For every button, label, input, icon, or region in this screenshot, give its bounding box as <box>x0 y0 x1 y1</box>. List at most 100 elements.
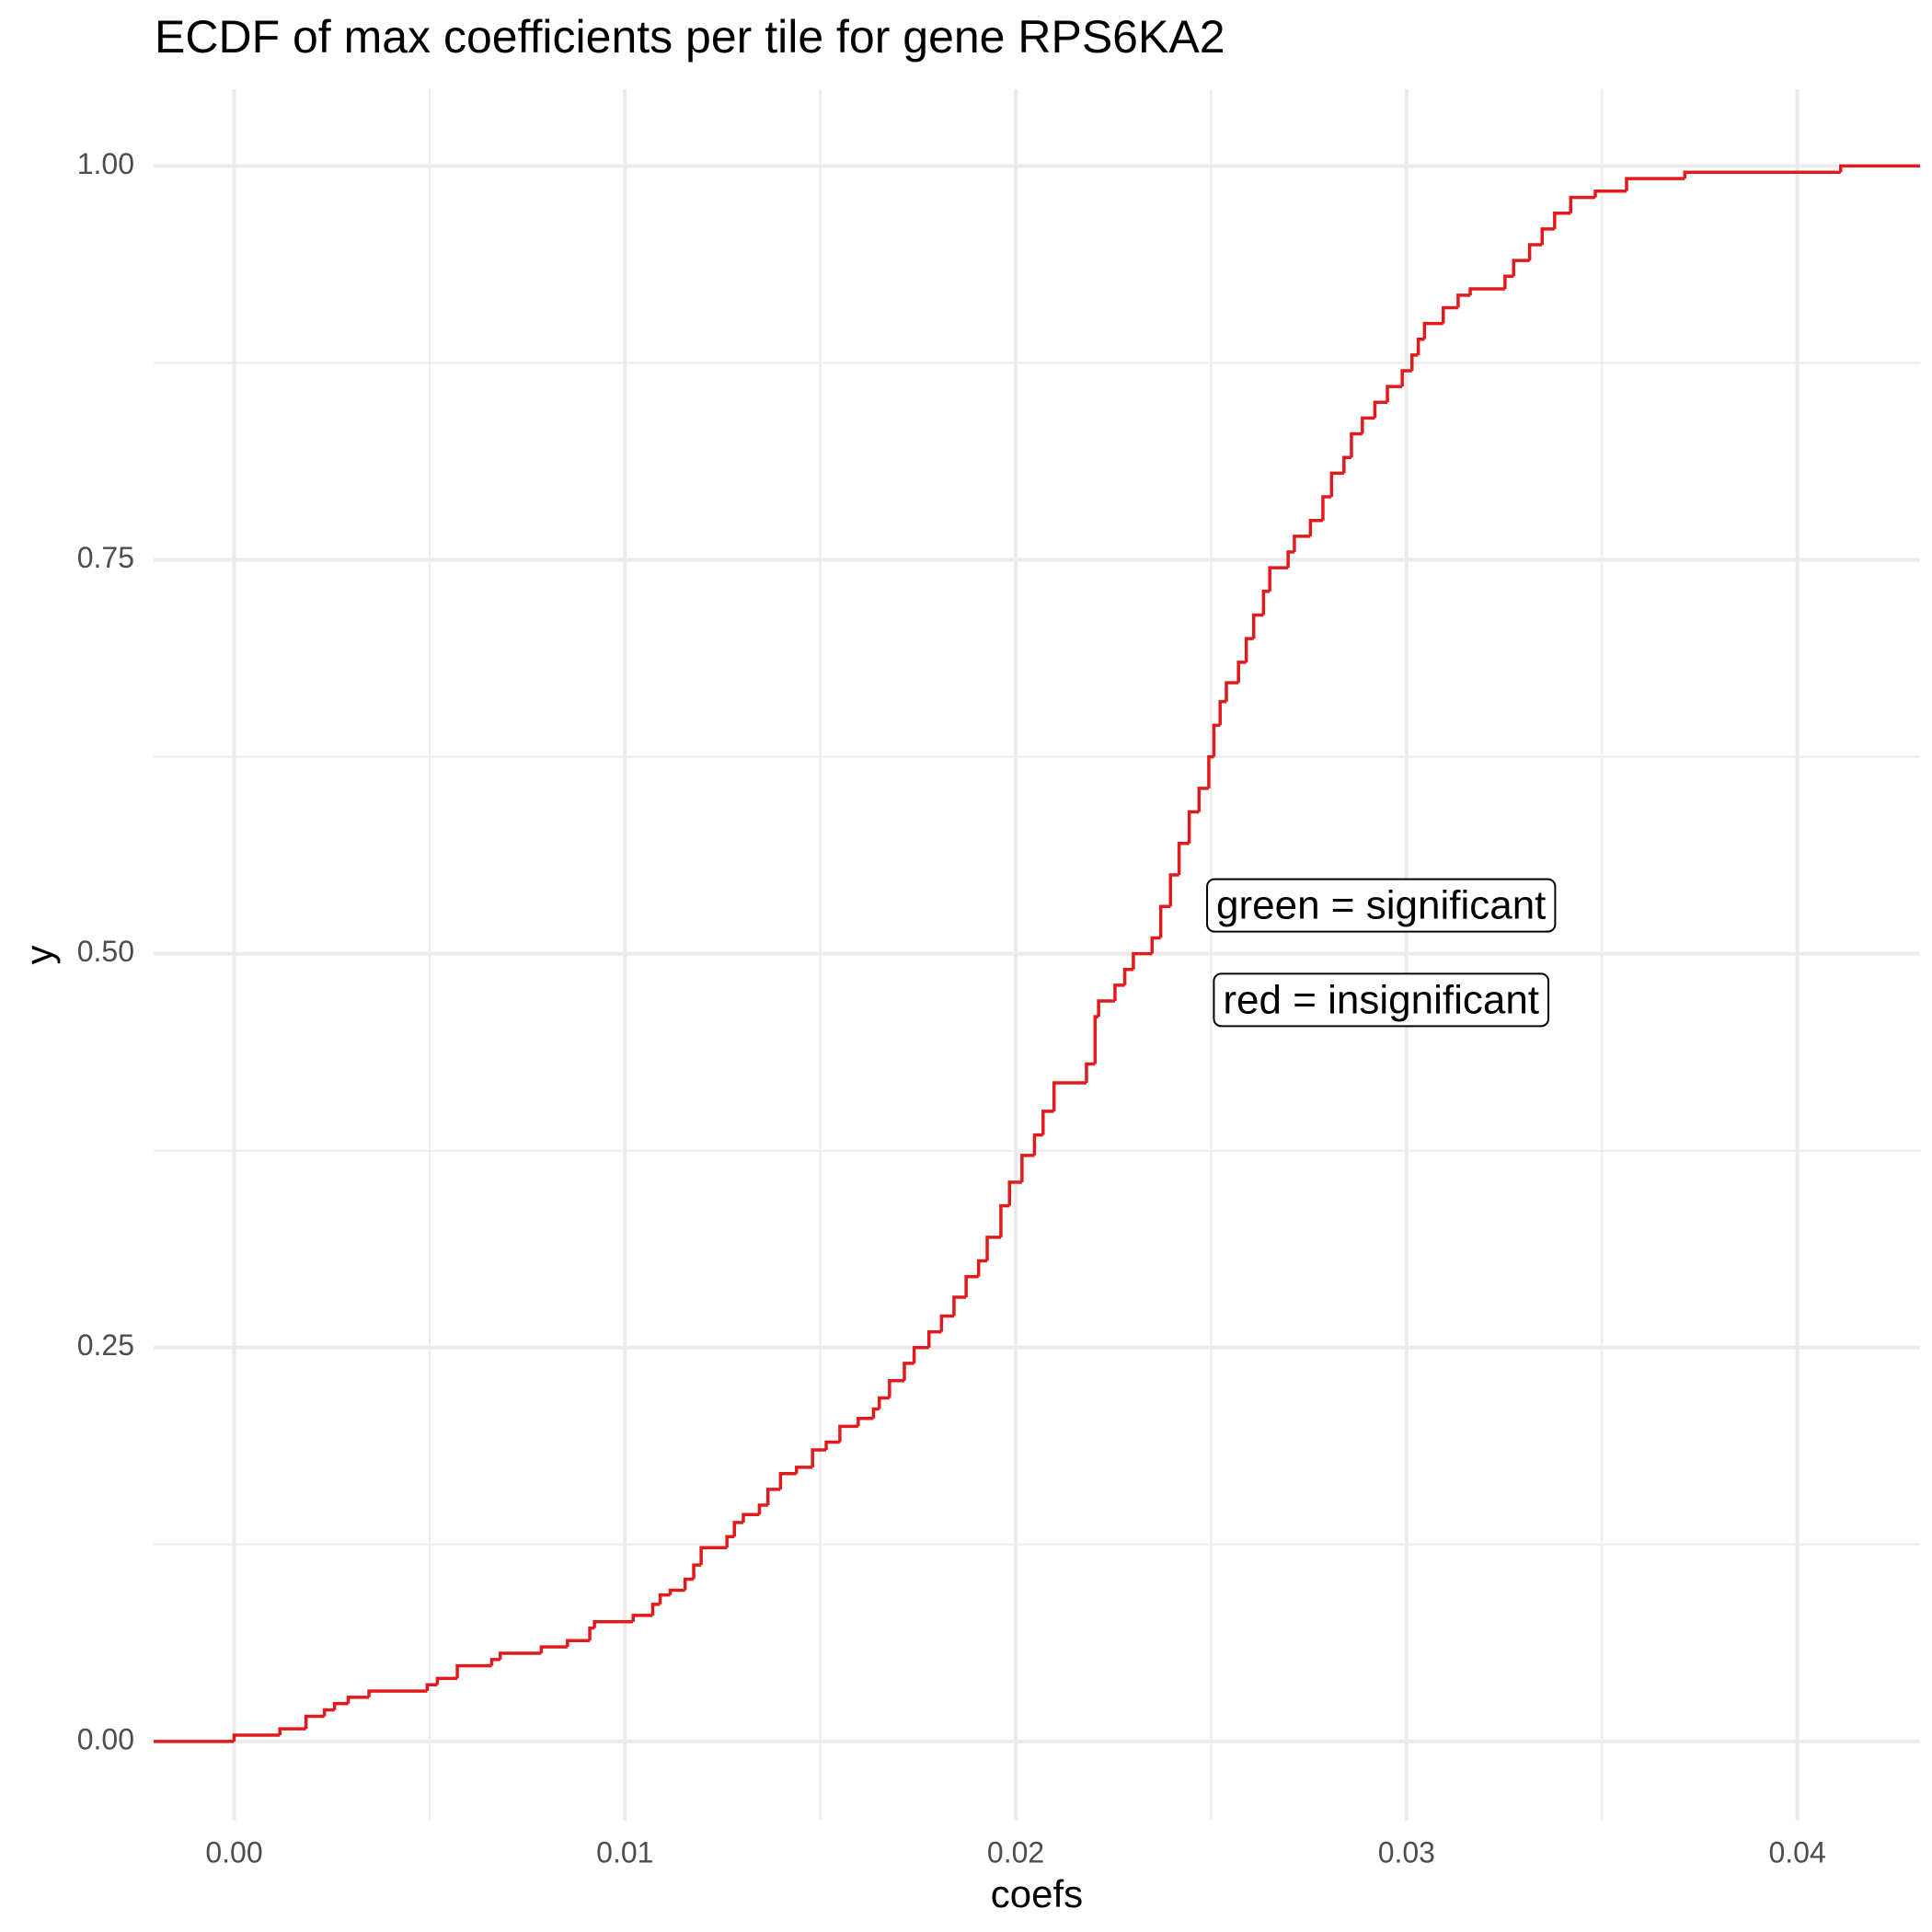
ecdf-step <box>1293 535 1311 552</box>
ecdf-step <box>435 1676 458 1685</box>
ecdf-step <box>1361 416 1375 434</box>
ecdf-step <box>952 1295 967 1317</box>
ecdf-step <box>1252 613 1264 639</box>
ecdf-step <box>1150 936 1161 954</box>
ecdf-step <box>778 1471 797 1489</box>
ecdf-step <box>1512 259 1530 277</box>
ecdf-step <box>1085 1062 1096 1084</box>
ecdf-step <box>1020 1154 1035 1182</box>
ecdf-step <box>1158 904 1171 938</box>
ecdf-step <box>1468 287 1505 295</box>
ecdf-step <box>1410 353 1419 372</box>
ecdf-step <box>1225 681 1239 702</box>
ecdf-step <box>1342 455 1351 474</box>
ecdf-step <box>1168 873 1179 907</box>
ecdf-step <box>1122 968 1133 985</box>
ecdf-step <box>692 1563 702 1580</box>
x-tick-label: 0.02 <box>987 1835 1044 1869</box>
ecdf-step <box>1187 810 1200 844</box>
ecdf-step <box>332 1702 349 1710</box>
ecdf-step <box>1386 385 1403 403</box>
ecdf-step <box>699 1546 728 1566</box>
ecdf-step <box>232 1733 281 1742</box>
chart-title: ECDF of max coefficients per tile for ge… <box>155 11 1225 63</box>
ecdf-step <box>824 1440 840 1451</box>
ecdf-step <box>725 1535 735 1548</box>
x-tick-label: 0.01 <box>596 1835 653 1869</box>
ecdf-step <box>1593 190 1627 198</box>
ecdf-step <box>1052 1081 1087 1111</box>
ecdf-step <box>1540 227 1555 246</box>
ecdf-step <box>1177 842 1190 876</box>
ecdf-step <box>811 1448 827 1467</box>
ecdf-step <box>1268 566 1289 592</box>
ecdf-step <box>1261 590 1271 615</box>
ecdf-step <box>588 1626 595 1641</box>
ecdf-step <box>668 1588 685 1595</box>
x-tick-label: 0.03 <box>1378 1835 1435 1869</box>
ecdf-step <box>489 1658 500 1666</box>
x-tick-label: 0.00 <box>205 1835 262 1869</box>
ecdf-step <box>499 1651 542 1660</box>
ecdf-step <box>1839 164 1920 173</box>
ecdf-step <box>683 1577 695 1591</box>
ecdf-step <box>766 1488 781 1505</box>
ecdf-step <box>1212 723 1221 757</box>
ecdf-step <box>1683 170 1841 179</box>
ecdf-step <box>742 1512 760 1523</box>
y-tick-label: 1.00 <box>77 147 134 180</box>
ecdf-step <box>1569 195 1596 213</box>
ecdf-step <box>1093 1015 1099 1064</box>
ecdf-step <box>1456 293 1471 308</box>
ecdf-step <box>1329 471 1344 498</box>
ecdf-step <box>1308 518 1323 536</box>
ecdf-step <box>346 1696 370 1704</box>
ecdf-step <box>999 1203 1010 1237</box>
ecdf-step <box>1527 243 1543 261</box>
ecdf-step <box>939 1314 954 1332</box>
ecdf-step <box>878 1396 890 1409</box>
ecdf-step <box>1032 1133 1043 1156</box>
ecdf-step <box>1113 983 1125 1001</box>
ecdf-step <box>1207 754 1214 788</box>
ecdf-step <box>1373 400 1388 419</box>
ecdf-step <box>367 1689 428 1697</box>
ecdf-step <box>1321 495 1332 521</box>
ecdf-step <box>888 1378 904 1398</box>
ecdf-step <box>1197 787 1209 812</box>
y-axis-label: y <box>17 946 61 965</box>
ecdf-step <box>912 1346 929 1363</box>
ecdf-step <box>1041 1110 1054 1135</box>
ecdf-step <box>732 1521 743 1537</box>
ecdf-step <box>1236 661 1247 684</box>
annotation: red = insignificant <box>1223 977 1539 1022</box>
ecdf-step <box>1442 305 1458 324</box>
ecdf-step <box>455 1663 492 1679</box>
ecdf-step <box>1400 369 1412 387</box>
ecdf-step <box>1007 1180 1022 1206</box>
ecdf-step <box>985 1236 1001 1261</box>
ecdf-step <box>539 1645 568 1653</box>
ecdf-step <box>1503 274 1514 289</box>
ecdf-step <box>1286 550 1294 569</box>
ecdf-step <box>1097 999 1115 1018</box>
ecdf-step <box>976 1259 988 1277</box>
x-tick-label: 0.04 <box>1768 1835 1825 1869</box>
ecdf-step <box>566 1639 591 1648</box>
ecdf-step <box>650 1603 661 1616</box>
ecdf-step <box>927 1329 942 1348</box>
y-tick-label: 0.75 <box>77 541 134 574</box>
ecdf-step <box>1350 431 1363 458</box>
ecdf-step <box>1218 699 1227 726</box>
ecdf-step <box>1422 321 1443 339</box>
ecdf-step <box>1244 637 1254 662</box>
ecdf-step <box>1553 212 1571 229</box>
ecdf-step <box>1416 338 1425 355</box>
y-tick-label: 0.00 <box>77 1722 134 1755</box>
ecdf-step <box>1132 951 1153 970</box>
y-tick-label: 0.50 <box>77 935 134 968</box>
ecdf-step <box>838 1424 858 1443</box>
ecdf-step <box>425 1683 438 1692</box>
ecdf-step <box>278 1727 306 1736</box>
